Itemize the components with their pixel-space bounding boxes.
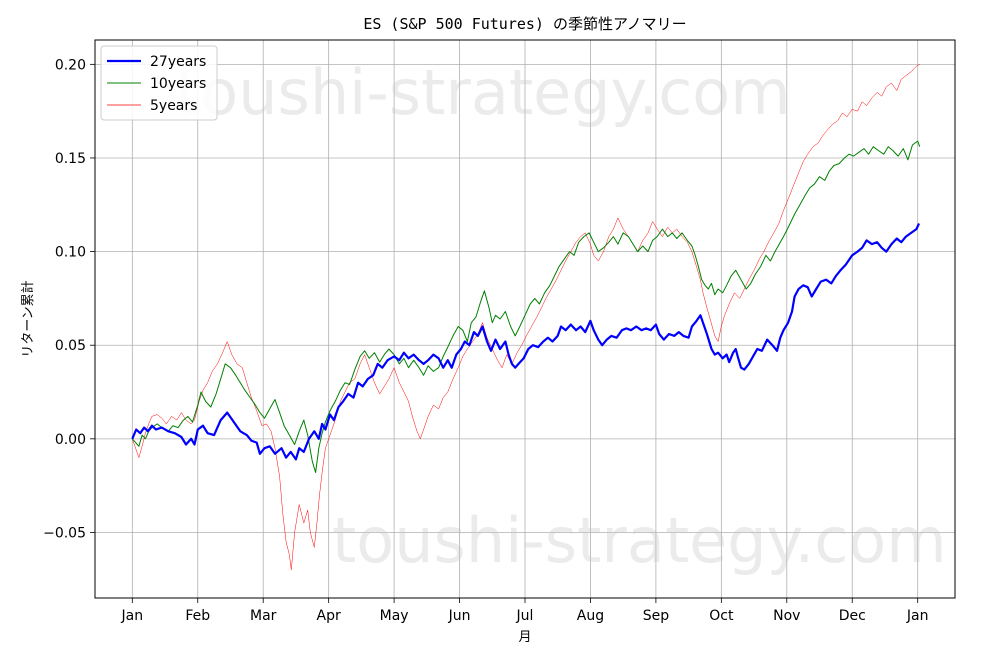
x-tick-label: Jul bbox=[516, 608, 534, 624]
legend-label-5years: 5years bbox=[150, 98, 197, 114]
x-tick-label: Feb bbox=[185, 608, 210, 624]
legend-label-27years: 27years bbox=[150, 54, 206, 70]
x-tick-label: Aug bbox=[577, 608, 604, 624]
y-tick-label: 0.10 bbox=[55, 245, 86, 261]
y-tick-label: 0.00 bbox=[55, 432, 86, 448]
x-axis: Jan Feb Mar Apr May Jun Jul Aug Sep Oct Nov Dec Jan bbox=[121, 598, 929, 624]
x-tick-label: Nov bbox=[773, 608, 800, 624]
legend: 27years 10years 5years bbox=[100, 45, 218, 121]
series-line-5years bbox=[132, 64, 920, 571]
x-tick-label: Jun bbox=[448, 608, 471, 624]
y-tick-label: −0.05 bbox=[43, 525, 86, 541]
watermark-top: toushi-strategy.com bbox=[176, 56, 791, 129]
y-tick-label: 0.15 bbox=[55, 151, 86, 167]
y-tick-label: 0.05 bbox=[55, 338, 86, 354]
x-tick-label: Apr bbox=[317, 608, 341, 624]
plot-lines bbox=[131, 64, 921, 571]
y-axis: −0.05 0.00 0.05 0.10 0.15 0.20 bbox=[43, 57, 95, 541]
legend-label-10years: 10years bbox=[150, 76, 206, 92]
series-line-10years bbox=[131, 140, 921, 473]
x-tick-label: Sep bbox=[643, 608, 670, 624]
series-line-27years bbox=[131, 223, 920, 461]
watermark-bottom: toushi-strategy.com bbox=[332, 504, 947, 577]
y-tick-label: 0.20 bbox=[55, 57, 86, 73]
legend-box bbox=[100, 45, 218, 121]
grid bbox=[95, 40, 955, 598]
x-tick-label: May bbox=[380, 608, 409, 624]
x-tick-label: Oct bbox=[709, 608, 734, 624]
watermark-layer: toushi-strategy.com toushi-strategy.com bbox=[176, 56, 947, 577]
x-axis-label: 月 bbox=[518, 630, 531, 645]
chart-title: ES (S&P 500 Futures) の季節性アノマリー bbox=[363, 15, 686, 33]
x-tick-label: Jan bbox=[121, 608, 144, 624]
x-tick-label: Jan bbox=[906, 608, 929, 624]
x-tick-label: Dec bbox=[839, 608, 866, 624]
y-axis-label: リターン累計 bbox=[20, 280, 36, 357]
x-tick-label: Mar bbox=[250, 608, 277, 624]
